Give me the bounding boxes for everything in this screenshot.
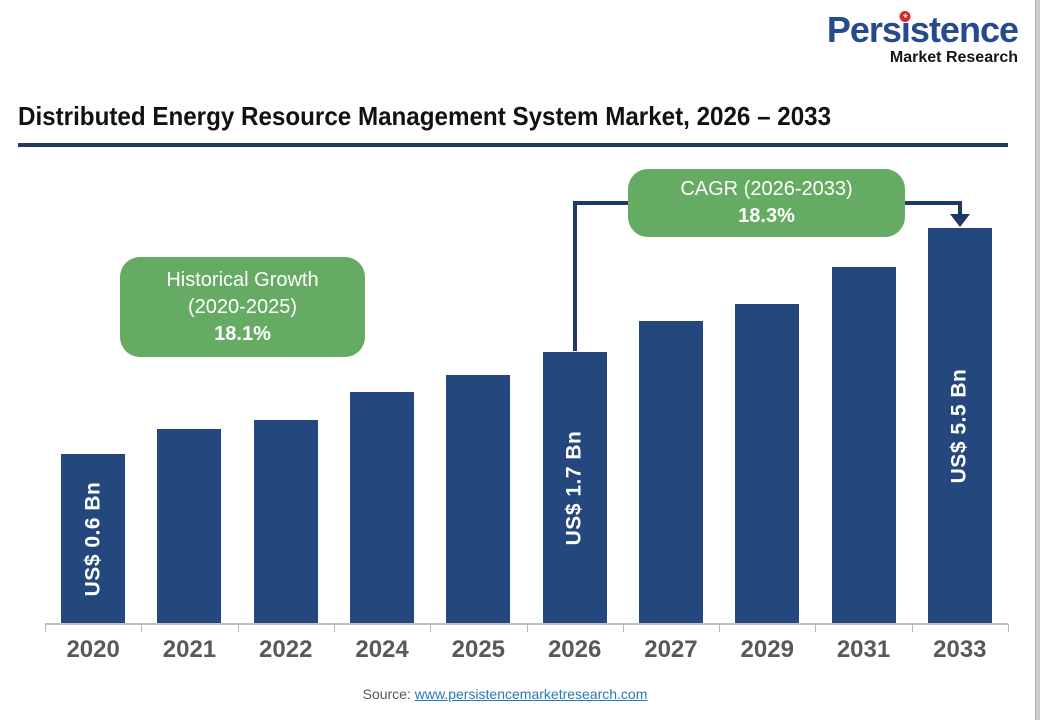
callout-line: (2020-2025) [188,295,297,318]
bar-slot-2022 [238,160,334,624]
bar-label-wrap: US$ 0.6 Bn [61,454,125,624]
bar-2020: US$ 0.6 Bn [61,454,126,624]
callout-line: Historical Growth [166,268,319,291]
axis-tick [719,624,721,632]
axis-tick [911,624,913,632]
bar-2031 [831,267,896,624]
logo-text-part: stence [909,9,1019,50]
logo-wordmark: Persı ★ stence [826,9,1019,50]
connector-line-from-2026 [573,203,577,351]
bar-slot-2025 [430,160,526,624]
cagr-callout: CAGR (2026-2033) 18.3% [628,169,905,237]
x-axis-labels: 2020 2021 2022 2024 2025 2026 2027 2029 2031 2033 [45,636,1008,664]
bar-label-wrap: US$ 1.7 Bn [543,352,607,624]
axis-tick [1008,624,1009,632]
bar-slot-2031 [815,160,911,624]
bar-2027 [638,321,703,624]
bar-2022 [253,420,318,624]
x-axis-label-2031: 2031 [836,636,891,663]
bar-slot-2024 [334,160,430,624]
x-axis-label-2020: 2020 [66,636,120,663]
connector-line-left [573,201,630,205]
bar-2024 [350,392,415,624]
axis-tick [430,624,432,632]
title-underline [18,143,1008,147]
axis-tick [815,624,817,632]
bar-slot-2020: US$ 0.6 Bn [45,160,141,624]
axis-tick [526,624,528,632]
connector-arrowhead-icon [950,214,970,227]
x-axis-label-2021: 2021 [162,636,217,663]
bar-slot-2027 [623,160,719,624]
x-axis-label-2026: 2026 [547,636,602,663]
x-axis-label-2025: 2025 [451,636,506,663]
window-edge-strip [1035,0,1040,720]
x-axis-label-2029: 2029 [740,636,794,663]
logo-dotless-i: ı [900,9,911,50]
axis-tick [141,624,143,632]
axis-tick [237,624,239,632]
historical-growth-callout: Historical Growth (2020-2025) 18.1% [120,257,365,357]
x-axis-label-2027: 2027 [644,636,698,663]
bar-label-wrap: US$ 5.5 Bn [928,228,992,624]
callout-value: 18.3% [738,205,795,227]
logo-text-part: Pers [826,9,902,50]
persistence-logo: Persı ★ stence Market Research [826,9,1019,67]
connector-line-right [903,201,962,205]
axis-tick [45,624,46,632]
axis-tick [333,624,335,632]
x-axis-label-2024: 2024 [355,636,409,663]
logo-letter-i: ı ★ [899,9,911,50]
bars-row: US$ 0.6 Bn US$ 1.7 Bn US$ 5.5 Bn [45,160,1008,624]
bar-2025 [446,375,511,624]
bar-value-label: US$ 1.7 Bn [562,430,586,546]
logo-subtitle: Market Research [889,49,1018,66]
page-title: Distributed Energy Resource Management S… [18,101,832,131]
bar-slot-2021 [141,160,237,624]
connector-line-to-2033 [958,201,962,215]
x-axis-label-2022: 2022 [259,636,313,663]
bar-2026: US$ 1.7 Bn [542,352,607,624]
x-axis-label-2033: 2033 [933,636,987,663]
bar-2033: US$ 5.5 Bn [927,228,992,624]
callout-line: CAGR (2026-2033) [680,178,853,200]
callout-value: 18.1% [214,322,271,345]
bar-slot-2026: US$ 1.7 Bn [526,160,622,624]
bar-chart: US$ 0.6 Bn US$ 1.7 Bn US$ 5.5 Bn [45,160,1009,632]
bar-2021 [157,429,222,624]
axis-tick [622,624,624,632]
source-label: Source: [362,686,411,702]
bar-slot-2033: US$ 5.5 Bn [912,160,1008,624]
source-line: Source: www.persistencemarketresearch.co… [0,686,1010,702]
bar-2029 [735,304,800,624]
logo-star-dot-icon: ★ [899,11,911,22]
source-link[interactable]: www.persistencemarketresearch.com [414,686,648,702]
bar-value-label: US$ 5.5 Bn [947,368,971,484]
bar-value-label: US$ 0.6 Bn [81,481,105,597]
bar-slot-2029 [719,160,815,624]
